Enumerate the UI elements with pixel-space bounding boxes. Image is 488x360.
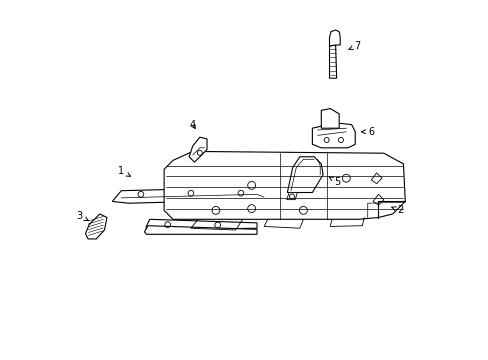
Polygon shape — [112, 187, 267, 203]
Polygon shape — [164, 152, 405, 219]
Polygon shape — [370, 173, 381, 184]
Polygon shape — [329, 30, 340, 46]
Text: 2: 2 — [390, 205, 402, 215]
Polygon shape — [146, 219, 257, 230]
Polygon shape — [312, 123, 354, 148]
Polygon shape — [329, 45, 336, 78]
Polygon shape — [189, 137, 206, 162]
Polygon shape — [286, 193, 297, 200]
Polygon shape — [144, 226, 257, 234]
Text: 6: 6 — [361, 127, 374, 137]
Polygon shape — [372, 194, 383, 205]
Text: 3: 3 — [76, 211, 88, 221]
Text: 4: 4 — [189, 120, 195, 130]
Polygon shape — [321, 109, 339, 128]
Text: 5: 5 — [328, 177, 340, 187]
Text: 1: 1 — [118, 166, 130, 176]
Text: 7: 7 — [348, 41, 360, 51]
Polygon shape — [85, 214, 107, 239]
Polygon shape — [287, 157, 323, 193]
